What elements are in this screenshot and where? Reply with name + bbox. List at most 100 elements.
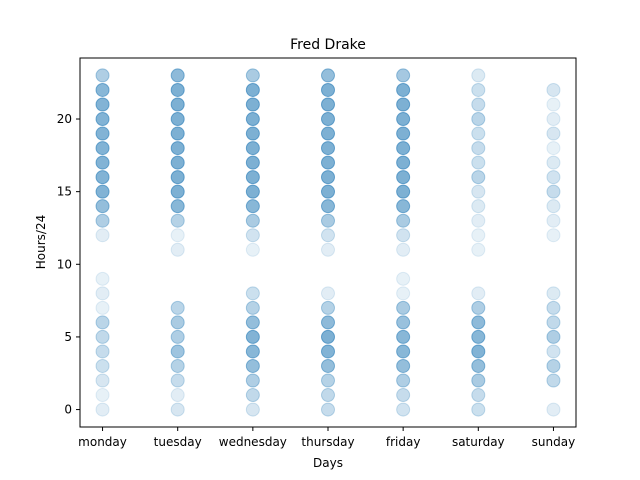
data-point bbox=[397, 389, 410, 402]
data-point bbox=[472, 389, 485, 402]
data-point bbox=[472, 98, 485, 111]
data-point bbox=[547, 200, 560, 213]
data-point bbox=[322, 69, 335, 82]
data-point bbox=[171, 330, 184, 343]
data-point bbox=[171, 113, 184, 126]
data-point bbox=[246, 214, 259, 227]
data-point bbox=[246, 98, 259, 111]
data-point bbox=[171, 98, 184, 111]
data-point bbox=[397, 403, 410, 416]
data-point bbox=[171, 127, 184, 140]
data-point bbox=[171, 200, 184, 213]
data-point bbox=[96, 345, 109, 358]
data-point bbox=[547, 374, 560, 387]
data-point bbox=[472, 200, 485, 213]
data-point bbox=[96, 359, 109, 372]
data-point bbox=[171, 345, 184, 358]
data-point bbox=[96, 171, 109, 184]
data-point bbox=[322, 229, 335, 242]
data-point bbox=[171, 142, 184, 155]
data-point bbox=[397, 69, 410, 82]
data-point bbox=[96, 301, 109, 314]
data-point bbox=[171, 359, 184, 372]
data-point bbox=[547, 403, 560, 416]
data-point bbox=[96, 272, 109, 285]
data-point bbox=[246, 200, 259, 213]
data-point bbox=[397, 374, 410, 387]
data-point bbox=[547, 171, 560, 184]
data-point bbox=[547, 301, 560, 314]
data-point bbox=[397, 98, 410, 111]
data-point bbox=[171, 229, 184, 242]
data-point bbox=[397, 316, 410, 329]
data-point bbox=[246, 316, 259, 329]
y-tick-label: 0 bbox=[64, 403, 72, 417]
data-point bbox=[397, 156, 410, 169]
data-point bbox=[246, 83, 259, 96]
data-point bbox=[246, 374, 259, 387]
data-point bbox=[547, 229, 560, 242]
data-point bbox=[171, 243, 184, 256]
data-point bbox=[322, 345, 335, 358]
data-point bbox=[397, 185, 410, 198]
data-point bbox=[397, 243, 410, 256]
data-point bbox=[472, 214, 485, 227]
x-axis-label: Days bbox=[313, 456, 343, 470]
data-point bbox=[96, 374, 109, 387]
data-point bbox=[397, 83, 410, 96]
data-point bbox=[246, 69, 259, 82]
data-point bbox=[472, 83, 485, 96]
data-point bbox=[397, 345, 410, 358]
data-point bbox=[322, 403, 335, 416]
data-point bbox=[171, 316, 184, 329]
x-tick-label: saturday bbox=[452, 435, 505, 449]
data-point bbox=[547, 330, 560, 343]
data-point bbox=[322, 374, 335, 387]
data-point bbox=[171, 403, 184, 416]
data-point bbox=[322, 301, 335, 314]
data-point bbox=[472, 374, 485, 387]
data-point bbox=[397, 142, 410, 155]
data-point bbox=[472, 316, 485, 329]
data-point bbox=[397, 301, 410, 314]
data-point bbox=[96, 98, 109, 111]
data-point bbox=[397, 229, 410, 242]
data-point bbox=[322, 156, 335, 169]
data-point bbox=[397, 287, 410, 300]
data-point bbox=[96, 69, 109, 82]
x-tick-label: monday bbox=[78, 435, 127, 449]
data-point bbox=[397, 330, 410, 343]
data-point bbox=[96, 185, 109, 198]
data-point bbox=[322, 113, 335, 126]
data-point bbox=[547, 345, 560, 358]
data-point bbox=[322, 316, 335, 329]
data-point bbox=[322, 359, 335, 372]
data-point bbox=[246, 171, 259, 184]
data-point bbox=[96, 113, 109, 126]
data-point bbox=[246, 403, 259, 416]
data-point bbox=[171, 69, 184, 82]
data-point bbox=[96, 200, 109, 213]
data-point bbox=[322, 142, 335, 155]
x-tick-label: sunday bbox=[532, 435, 576, 449]
data-point bbox=[171, 83, 184, 96]
data-point bbox=[547, 156, 560, 169]
data-point bbox=[171, 301, 184, 314]
x-tick-label: thursday bbox=[301, 435, 354, 449]
data-point bbox=[246, 142, 259, 155]
data-point bbox=[472, 69, 485, 82]
data-point bbox=[397, 113, 410, 126]
data-point bbox=[547, 214, 560, 227]
data-point bbox=[96, 403, 109, 416]
data-point bbox=[322, 389, 335, 402]
data-point bbox=[96, 83, 109, 96]
data-point bbox=[171, 171, 184, 184]
data-point bbox=[322, 83, 335, 96]
data-point bbox=[472, 287, 485, 300]
data-point bbox=[472, 345, 485, 358]
data-point bbox=[322, 98, 335, 111]
y-tick-label: 15 bbox=[57, 185, 72, 199]
data-point bbox=[246, 359, 259, 372]
x-tick-label: wednesday bbox=[219, 435, 287, 449]
